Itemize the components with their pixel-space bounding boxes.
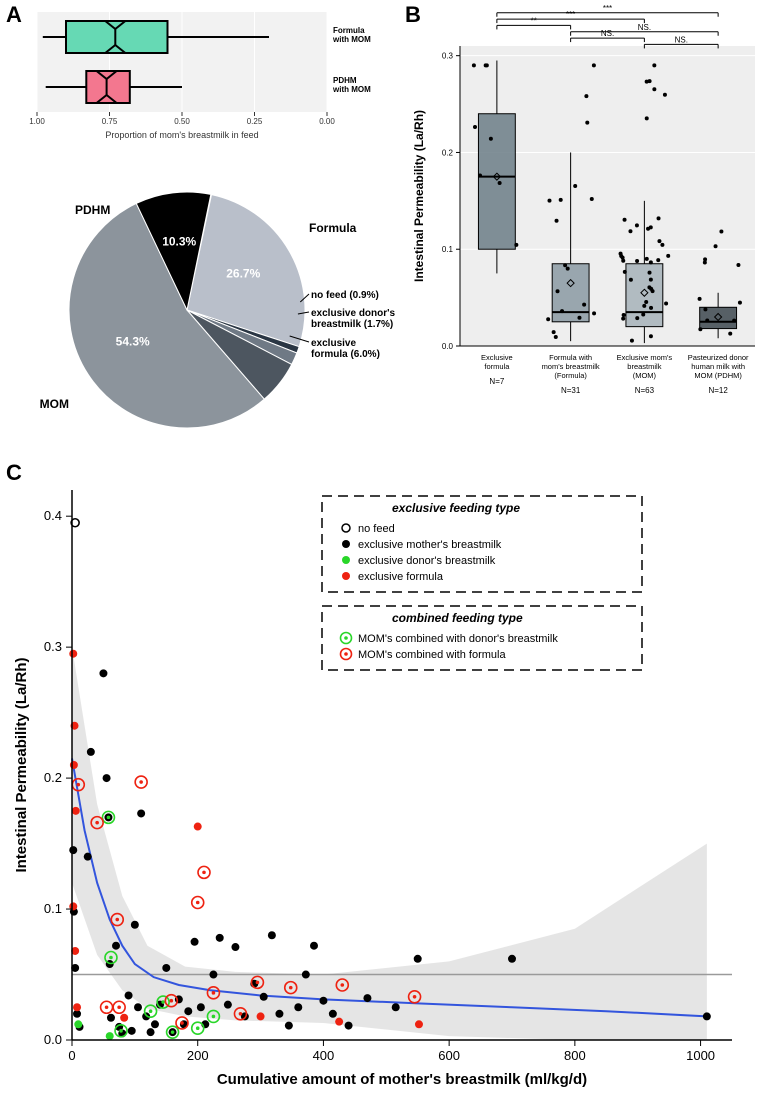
svg-text:10.3%: 10.3% — [162, 235, 196, 249]
svg-text:0: 0 — [68, 1048, 75, 1063]
panel-c: C 0 200 400 600 800 1000 0.0 0.1 0.2 0.3 0.4 Cumula… — [2, 460, 766, 1110]
svg-text:Cumulative amount of mother's: Cumulative amount of mother's breastmilk… — [217, 1071, 587, 1088]
svg-text:breastmilk (1.7%): breastmilk (1.7%) — [311, 319, 393, 330]
svg-text:Pasteurized donor: Pasteurized donor — [688, 353, 749, 362]
svg-text:MOM: MOM — [40, 397, 69, 411]
svg-text:***: *** — [566, 10, 575, 19]
svg-text:400: 400 — [313, 1048, 335, 1063]
svg-text:0.25: 0.25 — [247, 117, 263, 126]
svg-text:exclusive donor's: exclusive donor's — [311, 308, 396, 319]
svg-text:human milk with: human milk with — [691, 362, 745, 371]
svg-text:with MOM: with MOM — [332, 85, 371, 94]
svg-text:Intestinal Permeability (La/Rh: Intestinal Permeability (La/Rh) — [412, 110, 426, 282]
svg-text:formula: formula — [484, 362, 510, 371]
svg-text:Exclusive: Exclusive — [481, 353, 513, 362]
svg-text:1000: 1000 — [686, 1048, 715, 1063]
svg-text:NS.: NS. — [601, 29, 614, 38]
svg-text:0.0: 0.0 — [44, 1032, 62, 1047]
svg-text:0.1: 0.1 — [44, 901, 62, 916]
svg-text:mom's breastmilk: mom's breastmilk — [542, 362, 600, 371]
svg-text:no feed: no feed — [358, 523, 395, 535]
svg-text:0.1: 0.1 — [442, 245, 454, 254]
svg-text:***: *** — [603, 4, 612, 13]
svg-text:breastmilk: breastmilk — [627, 362, 661, 371]
svg-text:MOM's combined with donor's br: MOM's combined with donor's breastmilk — [358, 633, 558, 645]
svg-text:PDHM: PDHM — [75, 203, 110, 217]
panel-label-b: B — [405, 2, 421, 28]
svg-text:Formula: Formula — [309, 221, 357, 235]
panel-b: B 0.0 0.1 0.2 0.3 Intestinal Permeability (L… — [405, 0, 765, 450]
svg-text:exclusive mother's breastmilk: exclusive mother's breastmilk — [358, 539, 502, 551]
svg-text:0.0: 0.0 — [442, 342, 454, 351]
svg-text:N=7: N=7 — [489, 377, 504, 386]
panel-label-a: A — [6, 2, 22, 28]
svg-text:N=63: N=63 — [635, 386, 655, 395]
svg-text:no feed (0.9%): no feed (0.9%) — [311, 290, 379, 301]
svg-text:exclusive feeding type: exclusive feeding type — [392, 501, 520, 515]
svg-text:Formula: Formula — [333, 26, 365, 35]
svg-text:exclusive donor's breastmilk: exclusive donor's breastmilk — [358, 555, 496, 567]
svg-text:0.00: 0.00 — [319, 117, 335, 126]
svg-text:exclusive formula: exclusive formula — [358, 571, 444, 583]
figure-container: A Formulawith MOMPDHMwith MOM1.000.750.5… — [0, 0, 768, 1115]
svg-text:0.3: 0.3 — [44, 639, 62, 654]
svg-text:0.2: 0.2 — [442, 148, 454, 157]
svg-text:Formula with: Formula with — [549, 353, 592, 362]
svg-text:PDHM: PDHM — [333, 76, 357, 85]
svg-text:0.3: 0.3 — [442, 52, 454, 61]
svg-text:200: 200 — [187, 1048, 209, 1063]
svg-text:MOM (PDHM): MOM (PDHM) — [694, 371, 742, 380]
svg-text:26.7%: 26.7% — [226, 267, 260, 281]
svg-text:0.4: 0.4 — [44, 508, 62, 523]
svg-text:0.75: 0.75 — [102, 117, 118, 126]
svg-text:1.00: 1.00 — [29, 117, 45, 126]
svg-text:800: 800 — [564, 1048, 586, 1063]
svg-text:0.2: 0.2 — [44, 770, 62, 785]
svg-text:exclusive: exclusive — [311, 338, 356, 349]
svg-text:Exclusive mom's: Exclusive mom's — [617, 353, 673, 362]
svg-text:formula (6.0%): formula (6.0%) — [311, 349, 380, 360]
panel-a-svg: Formulawith MOMPDHMwith MOM1.000.750.500… — [2, 0, 402, 450]
panel-c-svg: 0 200 400 600 800 1000 0.0 0.1 0.2 0.3 0.4 Cumulati… — [2, 460, 766, 1110]
svg-text:600: 600 — [438, 1048, 460, 1063]
svg-text:Intestinal Permeability (La/Rh: Intestinal Permeability (La/Rh) — [13, 657, 30, 872]
svg-text:0.50: 0.50 — [174, 117, 190, 126]
svg-text:NS.: NS. — [675, 35, 688, 44]
svg-text:MOM's combined with formula: MOM's combined with formula — [358, 649, 506, 661]
svg-text:with MOM: with MOM — [332, 35, 371, 44]
svg-text:N=31: N=31 — [561, 386, 581, 395]
panel-label-c: C — [6, 460, 22, 486]
svg-text:(MOM): (MOM) — [633, 371, 657, 380]
svg-text:(Formula): (Formula) — [554, 371, 587, 380]
panel-b-svg: 0.0 0.1 0.2 0.3 Intestinal Permeability (La/… — [405, 0, 765, 450]
svg-text:NS.: NS. — [638, 23, 651, 32]
panel-a: A Formulawith MOMPDHMwith MOM1.000.750.5… — [2, 0, 402, 450]
svg-text:N=12: N=12 — [708, 386, 728, 395]
svg-text:**: ** — [531, 16, 537, 25]
svg-text:combined feeding type: combined feeding type — [392, 611, 523, 625]
svg-text:Proportion of mom's breastmilk: Proportion of mom's breastmilk in feed — [105, 130, 258, 140]
svg-text:54.3%: 54.3% — [116, 335, 150, 349]
